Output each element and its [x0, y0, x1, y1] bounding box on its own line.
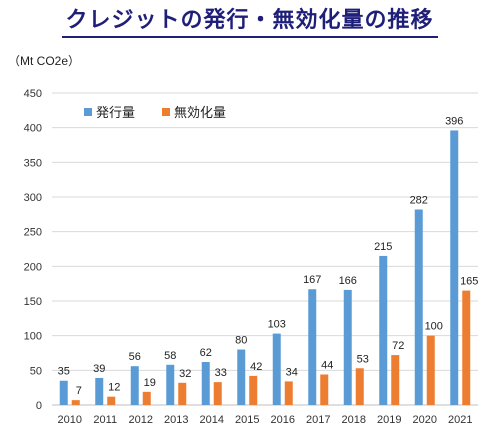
x-tick-label: 2013 — [164, 414, 188, 426]
y-tick-label: 250 — [24, 227, 42, 239]
x-tick-label: 2019 — [377, 414, 401, 426]
data-label-retired: 100 — [425, 321, 443, 333]
bar-retired — [462, 290, 471, 405]
data-label-issued: 282 — [410, 194, 428, 206]
y-tick-label: 0 — [36, 400, 42, 412]
x-tick-label: 2021 — [448, 414, 472, 426]
bar-retired — [284, 381, 293, 405]
data-label-issued: 396 — [445, 115, 463, 127]
data-label-retired: 72 — [392, 340, 404, 352]
data-label-issued: 80 — [235, 335, 247, 347]
data-label-retired: 7 — [76, 385, 82, 397]
y-tick-label: 200 — [24, 261, 42, 273]
bar-issued — [130, 366, 139, 405]
legend-swatch-issued — [84, 108, 92, 116]
bar-issued — [237, 349, 246, 405]
x-tick-label: 2017 — [306, 414, 330, 426]
data-label-retired: 12 — [108, 382, 120, 394]
bar-issued — [272, 333, 281, 405]
data-label-retired: 44 — [321, 359, 333, 371]
x-tick-label: 2014 — [200, 414, 224, 426]
y-tick-label: 450 — [24, 88, 42, 100]
bar-issued — [166, 364, 175, 405]
x-tick-label: 2011 — [93, 414, 117, 426]
data-label-retired: 165 — [460, 276, 478, 288]
y-tick-label: 50 — [30, 365, 42, 377]
legend-label-issued: 発行量 — [96, 106, 135, 121]
y-tick-label: 150 — [24, 296, 42, 308]
data-label-retired: 34 — [286, 366, 298, 378]
bar-retired — [391, 355, 400, 405]
x-tick-label: 2018 — [342, 414, 366, 426]
bar-retired — [426, 335, 435, 405]
y-tick-label: 300 — [24, 192, 42, 204]
bar-retired — [355, 368, 364, 405]
bar-issued — [379, 255, 388, 405]
data-label-retired: 32 — [179, 368, 191, 380]
data-label-issued: 103 — [268, 319, 286, 331]
data-label-issued: 58 — [164, 350, 176, 362]
x-tick-label: 2015 — [235, 414, 259, 426]
data-label-issued: 166 — [339, 275, 357, 287]
data-label-issued: 167 — [303, 274, 321, 286]
bar-retired — [142, 391, 151, 405]
data-label-retired: 19 — [144, 377, 156, 389]
data-label-issued: 39 — [93, 363, 105, 375]
data-label-issued: 62 — [200, 347, 212, 359]
title-underline — [62, 36, 438, 38]
x-tick-label: 2010 — [58, 414, 82, 426]
bar-issued — [95, 377, 104, 405]
data-label-issued: 35 — [58, 366, 70, 378]
data-label-retired: 33 — [215, 367, 227, 379]
bar-retired — [249, 375, 258, 405]
x-tick-label: 2016 — [271, 414, 295, 426]
y-tick-label: 100 — [24, 331, 42, 343]
bar-retired — [178, 382, 187, 405]
legend-swatch-retired — [162, 108, 170, 116]
data-label-issued: 215 — [374, 241, 392, 253]
bar-issued — [308, 289, 317, 405]
bar-retired — [320, 374, 329, 405]
bar-retired — [107, 396, 116, 405]
bar-retired — [213, 382, 222, 405]
bar-retired — [71, 400, 80, 405]
bar-issued — [343, 289, 352, 405]
chart-title: クレジットの発行・無効化量の推移 — [65, 8, 434, 33]
data-label-issued: 56 — [129, 351, 141, 363]
data-label-retired: 53 — [357, 353, 369, 365]
y-tick-label: 350 — [24, 157, 42, 169]
legend-label-retired: 無効化量 — [174, 106, 226, 121]
bar-issued — [59, 380, 68, 405]
bar-issued — [414, 209, 423, 405]
y-tick-label: 400 — [24, 123, 42, 135]
x-tick-label: 2012 — [129, 414, 153, 426]
data-label-retired: 42 — [250, 361, 262, 373]
y-axis-unit-label: （Mt CO2e） — [8, 54, 81, 68]
bar-issued — [201, 362, 210, 405]
x-tick-label: 2020 — [413, 414, 437, 426]
bar-issued — [450, 130, 459, 405]
